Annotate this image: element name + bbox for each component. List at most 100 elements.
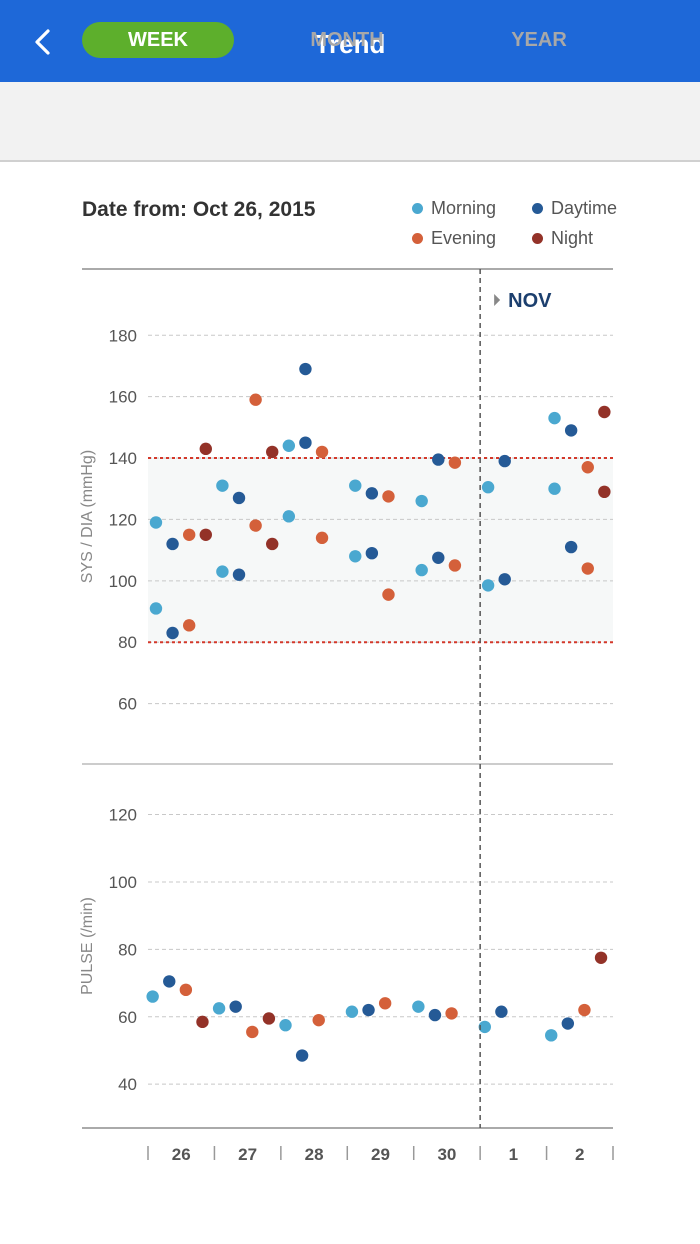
tab-bar [0,82,700,162]
data-point-daytime [365,546,379,560]
data-point-morning [548,482,561,495]
data-point-evening [315,445,329,459]
data-point-daytime [232,491,246,505]
x-tick-label: 29 [371,1145,390,1164]
data-point-evening [445,1007,458,1020]
data-point-night [199,528,212,541]
data-point-night [196,1015,209,1029]
y-tick-label: 60 [118,695,137,714]
x-tick-label: 2 [575,1145,584,1164]
data-point-evening [448,456,462,469]
data-point-morning [415,494,428,508]
data-point-morning [412,1000,425,1013]
data-point-daytime [232,568,246,581]
y-tick-label: 100 [109,873,137,892]
data-point-morning [349,550,362,563]
legend-dot [412,233,423,244]
data-point-night [199,442,212,456]
data-point-morning [282,439,296,452]
y-tick-label: 120 [109,510,137,529]
data-point-morning [415,563,428,577]
x-tick-label: 26 [172,1145,191,1164]
data-point-daytime [166,626,179,640]
data-point-night [594,951,608,964]
data-point-daytime [229,1000,242,1013]
legend-morning: Morning [412,198,496,219]
y-tick-label: 60 [118,1008,137,1027]
data-point-night [598,485,611,499]
x-tick-label: 1 [509,1145,518,1164]
data-point-daytime [362,1003,375,1017]
data-point-evening [179,983,193,997]
legend-evening: Evening [412,228,496,249]
legend-dot [532,203,543,214]
data-point-morning [279,1019,292,1032]
data-point-daytime [564,540,578,554]
data-point-morning [478,1020,491,1034]
data-point-morning [345,1005,359,1018]
data-point-daytime [163,975,176,988]
data-point-morning [216,479,229,492]
data-point-evening [578,1003,591,1017]
x-tick-label: 28 [305,1145,324,1164]
y-tick-label: 180 [109,326,137,345]
legend-label: Night [551,228,594,248]
data-point-evening [249,393,262,406]
data-point-daytime [365,487,379,500]
data-point-evening [382,490,395,503]
y-tick-label: 140 [109,449,137,468]
x-tick-label: 30 [437,1145,456,1164]
data-point-evening [315,531,329,545]
tab-month[interactable]: MONTH [310,29,384,51]
data-point-morning [149,516,163,529]
legend-dot [412,203,423,214]
tab-year[interactable]: YEAR [511,29,567,51]
data-point-night [266,445,279,459]
legend-label: Evening [431,228,497,248]
y-tick-label: 160 [109,388,137,407]
month-marker-label: NOV [508,290,552,312]
legend-label: Morning [431,198,497,218]
legend-label: Daytime [551,198,618,218]
data-point-morning [212,1002,226,1015]
data-point-daytime [166,537,179,551]
date-from-label: Date from: Oct 26, 2015 [82,198,316,221]
data-point-daytime [498,573,511,586]
data-point-morning [548,411,561,425]
y-tick-label: 100 [109,572,137,591]
tab-week[interactable]: WEEK [82,22,234,58]
data-point-morning [146,990,159,1003]
back-button[interactable] [22,22,62,62]
legend-daytime: Daytime [532,198,617,219]
data-point-evening [448,559,462,572]
data-point-morning [545,1029,558,1042]
data-point-daytime [561,1017,575,1030]
data-point-daytime [498,454,511,468]
data-point-daytime [295,1049,309,1062]
x-tick-label: 27 [238,1145,257,1164]
data-point-evening [378,997,392,1010]
y-axis-label: PULSE (/min) [79,897,96,995]
y-tick-label: 40 [118,1075,137,1094]
data-point-daytime [564,424,578,437]
y-tick-label: 80 [118,940,137,959]
data-point-night [598,405,611,419]
data-point-morning [216,565,229,578]
data-point-evening [182,619,196,632]
month-marker-icon [494,294,501,306]
data-point-daytime [432,453,445,466]
data-point-evening [382,588,395,601]
data-point-night [262,1012,276,1025]
y-tick-label: 120 [109,806,137,825]
legend-dot [532,233,543,244]
data-point-daytime [299,436,312,449]
data-point-evening [312,1013,325,1027]
data-point-daytime [432,551,445,565]
data-point-daytime [299,362,312,376]
y-axis-label: SYS / DIA (mmHg) [79,450,96,583]
data-point-evening [581,562,594,575]
data-point-daytime [428,1008,442,1022]
chevron-left-icon [35,29,50,55]
data-point-morning [349,479,362,492]
